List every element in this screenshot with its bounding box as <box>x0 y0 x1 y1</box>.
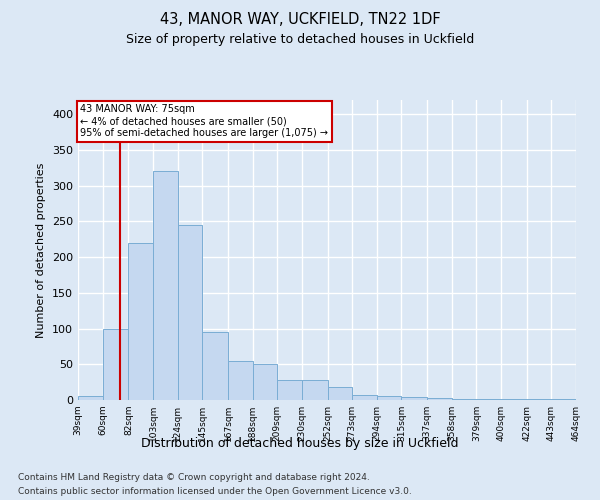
Bar <box>103 328 128 400</box>
Bar <box>352 395 377 400</box>
Bar <box>153 172 178 400</box>
Text: Size of property relative to detached houses in Uckfield: Size of property relative to detached ho… <box>126 32 474 46</box>
Text: 43 MANOR WAY: 75sqm
← 4% of detached houses are smaller (50)
95% of semi-detache: 43 MANOR WAY: 75sqm ← 4% of detached hou… <box>80 104 328 138</box>
Bar <box>328 387 352 400</box>
Bar <box>401 397 427 400</box>
Bar <box>202 332 228 400</box>
Bar <box>377 396 401 400</box>
Bar <box>277 380 302 400</box>
Bar <box>178 225 202 400</box>
Bar <box>78 396 103 400</box>
Bar <box>128 243 153 400</box>
Bar <box>228 360 253 400</box>
Text: 43, MANOR WAY, UCKFIELD, TN22 1DF: 43, MANOR WAY, UCKFIELD, TN22 1DF <box>160 12 440 28</box>
Bar <box>253 364 277 400</box>
Text: Distribution of detached houses by size in Uckfield: Distribution of detached houses by size … <box>141 438 459 450</box>
Bar <box>302 380 328 400</box>
Text: Contains HM Land Registry data © Crown copyright and database right 2024.: Contains HM Land Registry data © Crown c… <box>18 472 370 482</box>
Text: Contains public sector information licensed under the Open Government Licence v3: Contains public sector information licen… <box>18 488 412 496</box>
Bar <box>427 398 452 400</box>
Y-axis label: Number of detached properties: Number of detached properties <box>37 162 46 338</box>
